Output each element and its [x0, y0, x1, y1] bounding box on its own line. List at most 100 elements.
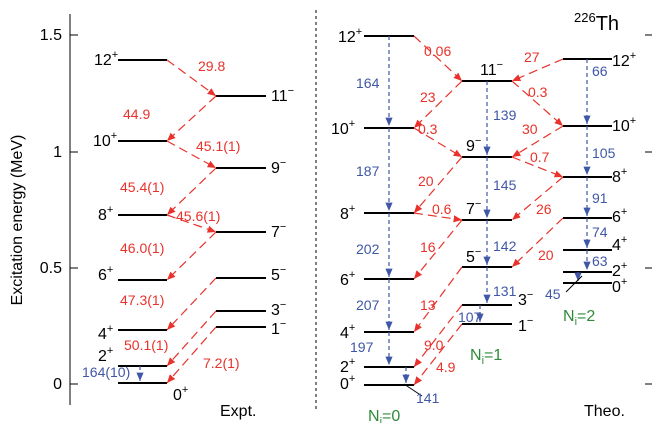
expt-spin-9: 9− [271, 157, 286, 177]
expt-e1-arrow [166, 95, 217, 142]
expt-e1-label: 45.4(1) [120, 179, 164, 195]
expt-e1-arrow [166, 140, 217, 169]
expt-e1-label: 46.0(1) [120, 240, 164, 256]
theo-e1-label: 0.7 [530, 149, 550, 165]
theo-n0-spin-0: 0+ [340, 373, 355, 393]
theo-n1-spin-5: 5− [466, 246, 481, 266]
expt-spin-2: 2+ [98, 345, 113, 365]
theo-e1-arrow [511, 176, 564, 221]
theo-n2-spin-4: 4+ [612, 234, 627, 254]
theo-n1-spin-3: 3− [518, 289, 533, 309]
nucleus-label: 226Th [574, 10, 619, 35]
theo-e2-label: 45 [545, 286, 561, 302]
tick-label-0-5: 0.5 [40, 260, 62, 277]
expt-e1-arrow [166, 326, 217, 384]
theo-e2-label: 207 [356, 297, 380, 313]
expt-e1-label: 45.6(1) [176, 208, 220, 224]
expt-spin-5: 5− [271, 264, 286, 284]
theo-e1-arrow [511, 125, 564, 158]
theo-e1-label: 27 [524, 49, 540, 65]
theo-e2-label: 141 [416, 390, 440, 406]
expt-spin-11: 11− [271, 85, 294, 105]
theo-e1-arrow [511, 217, 564, 268]
expt-spin-6: 6+ [98, 264, 113, 284]
tick-label-1-5: 1.5 [40, 27, 62, 44]
theo-n2-spin-2: 2+ [612, 260, 627, 280]
theo-e1-label: 23 [420, 89, 436, 105]
theo-e2-label: 66 [592, 63, 608, 79]
theo-e1-label: 26 [536, 201, 552, 217]
band-label-n2: Ni=2 [563, 308, 595, 328]
theo-n2-spin-10: 10+ [612, 115, 636, 135]
theo-n0-spin-6: 6+ [340, 269, 355, 289]
expt-e1-arrow [166, 167, 217, 216]
theo-n0-spin-12: 12+ [338, 26, 362, 46]
theo-e1-arrow [511, 58, 564, 82]
expt-e1-label: 7.2(1) [203, 355, 240, 371]
theo-e2-label: 91 [592, 190, 608, 206]
leader-line [565, 275, 583, 293]
theo-e2-label: 139 [493, 107, 517, 123]
theo-e2-label: 197 [350, 339, 374, 355]
theo-n0-spin-10: 10+ [331, 118, 355, 138]
theo-e1-arrow [413, 219, 463, 280]
theo-e2-label: 142 [493, 238, 517, 254]
theo-e1-arrow [511, 80, 564, 127]
theo-e1-arrow [413, 212, 463, 223]
y-axis-label: Excitation energy (MeV) [9, 135, 26, 306]
tick-label-1: 1 [53, 144, 62, 161]
expt-spin-12: 12+ [94, 49, 118, 69]
expt-e1-label: 45.1(1) [196, 138, 240, 154]
theo-e2-label: 131 [493, 283, 517, 299]
expt-e1-arrow [166, 310, 217, 367]
theo-e1-label: 20 [418, 173, 434, 189]
theo-e1-label: 9.0 [424, 337, 444, 353]
theo-e2-label: 107 [458, 309, 482, 325]
theo-e1-arrow [511, 156, 564, 178]
theo-e2-label: 187 [356, 163, 380, 179]
theo-e2-label: 164 [356, 75, 380, 91]
theo-n1-spin-11: 11− [480, 59, 503, 79]
expt-e1-arrow [166, 231, 217, 281]
expt-e1-label: 29.8 [198, 58, 225, 74]
theo-n2-spin-12: 12+ [612, 50, 636, 70]
theo-e1-arrow [413, 127, 463, 158]
theo-e1-label: 20 [538, 247, 554, 263]
band-label-n0: Ni=0 [368, 408, 400, 423]
expt-spin-7: 7− [271, 221, 286, 241]
theo-e1-label: 0.3 [528, 84, 548, 100]
theo-n2-spin-8: 8+ [612, 166, 627, 186]
expt-spin-3: 3− [271, 299, 286, 319]
theo-e1-label: 0.6 [432, 201, 452, 217]
theo-e1-label: 13 [420, 297, 436, 313]
expt-spin-0: 0+ [173, 384, 188, 404]
theo-e1-label: 30 [522, 121, 538, 137]
theo-n0-spin-4: 4+ [340, 322, 355, 342]
theo-panel-label: Theo. [584, 403, 625, 420]
expt-e1-arrow [166, 214, 217, 233]
expt-e1-label: 47.3(1) [120, 292, 164, 308]
theo-e1-arrow [413, 323, 463, 386]
band-label-n1: Ni=1 [470, 347, 502, 367]
expt-spin-1: 1− [271, 318, 286, 338]
expt-e1-arrow [166, 59, 217, 97]
theo-n1-spin-7: 7− [466, 198, 481, 218]
theo-e2-label: 63 [592, 253, 608, 269]
theo-e1-arrow [413, 304, 463, 368]
theo-n1-spin-9: 9− [466, 135, 481, 155]
expt-e2-label: 164(10) [82, 364, 130, 380]
theo-e2-label: 74 [592, 224, 608, 240]
theo-e1-arrow [413, 156, 463, 214]
expt-spin-10: 10+ [93, 130, 117, 150]
expt-e1-arrow [166, 277, 217, 331]
expt-spin-8: 8+ [98, 204, 113, 224]
theo-e2-label: 105 [592, 145, 616, 161]
expt-e1-label: 50.1(1) [124, 337, 168, 353]
theo-e1-label: 0.06 [424, 43, 451, 59]
leader-line [403, 383, 423, 397]
expt-spin-4: 4+ [98, 323, 113, 343]
theo-e2-label: 202 [356, 241, 380, 257]
expt-e1-label: 44.9 [123, 106, 150, 122]
